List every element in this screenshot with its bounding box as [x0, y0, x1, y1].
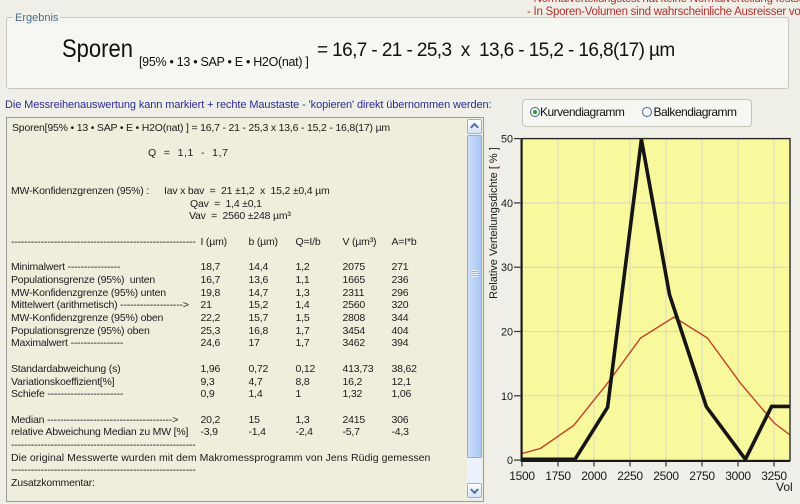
- svg-text:2250: 2250: [617, 469, 643, 483]
- svg-text:10: 10: [501, 391, 513, 403]
- svg-text:1500: 1500: [509, 469, 535, 483]
- svg-text:Relative Verteilungsdichte [ %: Relative Verteilungsdichte [ % ]: [488, 147, 500, 299]
- svg-text:20: 20: [501, 327, 513, 339]
- svg-text:30: 30: [501, 262, 513, 274]
- svg-text:2500: 2500: [653, 469, 679, 483]
- svg-text:2000: 2000: [581, 469, 607, 483]
- svg-text:2750: 2750: [689, 469, 715, 483]
- svg-text:Vol: Vol: [776, 480, 793, 494]
- svg-text:0: 0: [507, 455, 513, 467]
- svg-text:50: 50: [501, 134, 513, 146]
- svg-text:3250: 3250: [761, 469, 787, 483]
- svg-text:40: 40: [501, 198, 513, 210]
- svg-text:3000: 3000: [725, 469, 751, 483]
- svg-text:1750: 1750: [545, 469, 571, 483]
